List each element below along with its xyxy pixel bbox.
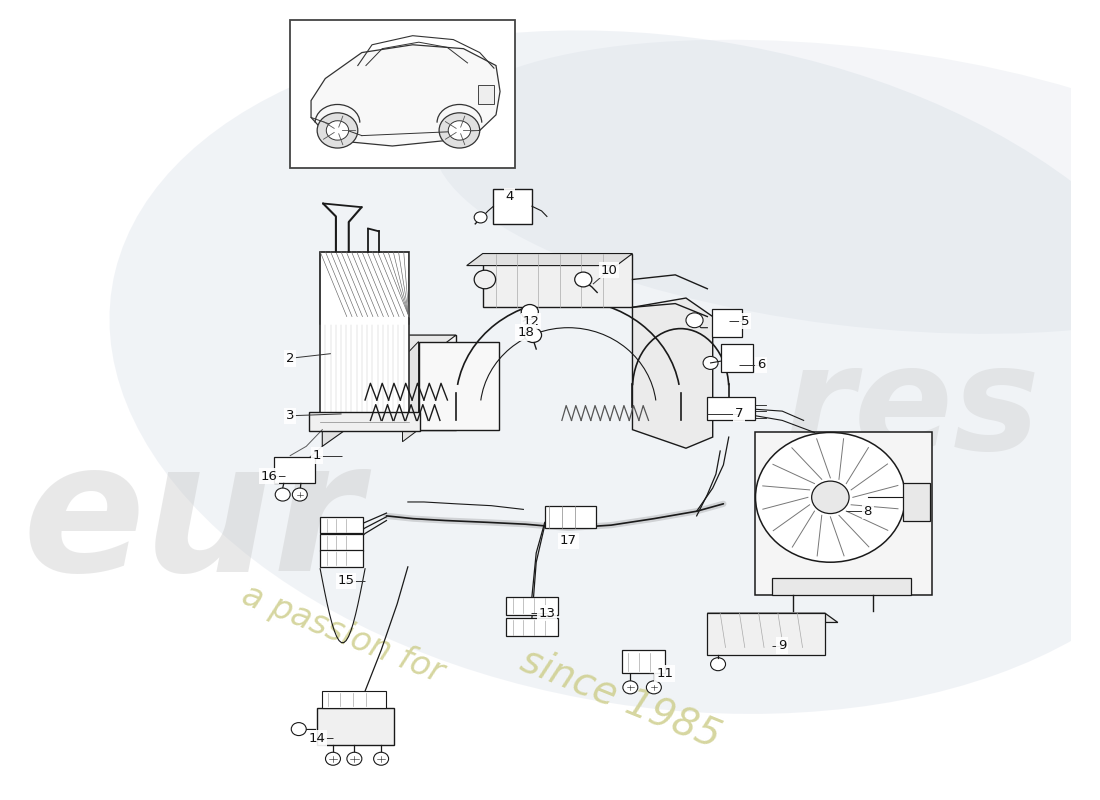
- Bar: [419, 342, 498, 430]
- Bar: [483, 254, 632, 307]
- Text: 5: 5: [740, 314, 749, 328]
- Bar: [544, 506, 596, 528]
- Bar: [494, 189, 532, 224]
- Text: 13: 13: [538, 606, 556, 620]
- Ellipse shape: [110, 30, 1100, 714]
- Circle shape: [292, 722, 306, 735]
- Polygon shape: [403, 342, 419, 442]
- Circle shape: [686, 313, 703, 328]
- Text: 6: 6: [757, 358, 764, 371]
- Bar: [712, 309, 741, 337]
- Bar: [309, 412, 419, 430]
- Polygon shape: [466, 254, 632, 266]
- Bar: [320, 252, 409, 414]
- Text: 14: 14: [308, 732, 326, 745]
- Polygon shape: [707, 614, 838, 622]
- Text: 17: 17: [560, 534, 576, 547]
- Bar: [621, 650, 664, 674]
- Circle shape: [703, 357, 718, 370]
- Circle shape: [439, 113, 480, 148]
- Bar: [322, 691, 386, 708]
- Circle shape: [474, 270, 496, 289]
- Text: 16: 16: [261, 470, 277, 482]
- Text: 12: 12: [522, 314, 539, 328]
- Text: 3: 3: [286, 410, 295, 422]
- Text: since 1985: since 1985: [515, 641, 726, 756]
- Circle shape: [275, 488, 290, 501]
- Bar: [477, 85, 494, 105]
- Text: 10: 10: [601, 264, 617, 277]
- Bar: [707, 398, 756, 420]
- Circle shape: [474, 212, 487, 223]
- Circle shape: [812, 481, 849, 514]
- Text: eur: eur: [23, 433, 363, 609]
- Text: 15: 15: [338, 574, 354, 587]
- Bar: [707, 614, 825, 655]
- Bar: [290, 20, 515, 168]
- Circle shape: [327, 121, 349, 140]
- Circle shape: [317, 113, 358, 148]
- Ellipse shape: [432, 40, 1100, 334]
- Text: 7: 7: [735, 407, 744, 421]
- Text: a passion for: a passion for: [236, 578, 448, 690]
- Bar: [317, 708, 394, 745]
- Text: 18: 18: [517, 326, 534, 339]
- Circle shape: [574, 272, 592, 287]
- Text: res: res: [782, 338, 1040, 480]
- Circle shape: [711, 658, 726, 670]
- Circle shape: [374, 752, 388, 766]
- Text: 2: 2: [286, 352, 295, 365]
- Text: 8: 8: [864, 505, 872, 518]
- Bar: [722, 344, 754, 372]
- Bar: [756, 433, 932, 594]
- Bar: [506, 618, 558, 636]
- Text: 9: 9: [778, 639, 786, 652]
- Circle shape: [346, 752, 362, 766]
- Circle shape: [756, 433, 905, 562]
- Circle shape: [521, 305, 538, 319]
- Polygon shape: [311, 45, 500, 146]
- Bar: [771, 578, 911, 594]
- Bar: [320, 550, 363, 567]
- Bar: [903, 483, 929, 521]
- Bar: [320, 517, 363, 534]
- Polygon shape: [322, 335, 456, 355]
- Circle shape: [293, 488, 307, 501]
- Polygon shape: [632, 298, 713, 448]
- Polygon shape: [345, 335, 456, 430]
- Bar: [320, 534, 363, 551]
- Bar: [274, 458, 315, 483]
- Circle shape: [647, 681, 661, 694]
- Polygon shape: [322, 335, 345, 446]
- Text: 4: 4: [505, 190, 514, 202]
- Bar: [506, 597, 558, 615]
- Circle shape: [623, 681, 638, 694]
- Text: 11: 11: [656, 667, 673, 680]
- Circle shape: [326, 752, 341, 766]
- Circle shape: [448, 121, 471, 140]
- Circle shape: [525, 328, 541, 342]
- Text: 1: 1: [312, 449, 321, 462]
